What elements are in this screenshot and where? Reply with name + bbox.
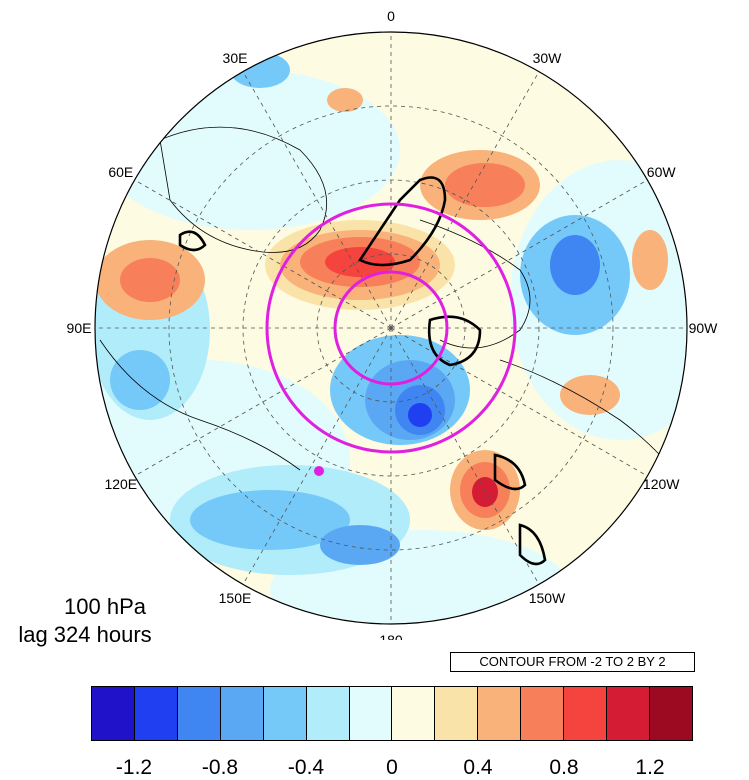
longitude-label: 150W xyxy=(529,590,566,606)
anomaly-field xyxy=(95,32,687,624)
colorbar-swatch xyxy=(392,687,436,740)
meridian-line xyxy=(390,71,540,329)
colorbar-swatch xyxy=(92,687,135,740)
colorbar-swatch xyxy=(607,687,650,740)
longitude-label: 180 xyxy=(379,632,403,640)
meridian-line xyxy=(134,327,392,477)
longitude-label: 30E xyxy=(223,50,248,66)
meridian-line xyxy=(390,179,648,329)
colorbar-tick-label: -1.2 xyxy=(115,756,153,779)
meridian-lines xyxy=(95,32,687,624)
meridian-line xyxy=(242,327,392,585)
marker-dot xyxy=(314,466,324,476)
colorbar-swatch xyxy=(564,687,608,740)
colorbar-swatch xyxy=(435,687,479,740)
longitude-label: 60W xyxy=(647,164,677,180)
longitude-labels: 0 30W 60W 90W 120W 150W 180 150E 120E 90E 60E 30E xyxy=(67,8,719,640)
lag-title: lag 324 hours xyxy=(18,622,152,647)
colorbar-tick-label: -0.4 xyxy=(287,756,325,779)
meridian-line xyxy=(242,71,392,329)
colorbar xyxy=(91,686,693,741)
colorbar-swatch xyxy=(521,687,565,740)
colorbar-tick-label: -0.8 xyxy=(201,756,239,779)
colorbar-tick-label: 0 xyxy=(386,756,398,779)
colorbar-swatch xyxy=(177,687,221,740)
colorbar-swatch xyxy=(263,687,307,740)
meridian-line xyxy=(134,179,392,329)
map-boundary xyxy=(94,31,688,625)
contour-note: CONTOUR FROM -2 TO 2 BY 2 xyxy=(450,652,695,672)
level-title: 100 hPa xyxy=(64,594,146,619)
longitude-label: 120E xyxy=(104,476,137,492)
longitude-label: 90E xyxy=(67,320,92,336)
colorbar-tick-label: 0.8 xyxy=(549,756,579,779)
polar-map: 0 30W 60W 90W 120W 150W 180 150E 120E 90E 60E 30E xyxy=(67,8,719,640)
colorbar-swatch xyxy=(220,687,264,740)
colorbar-swatch xyxy=(134,687,178,740)
colorbar-swatch xyxy=(349,687,393,740)
colorbar-tick-label: 0.4 xyxy=(463,756,493,779)
longitude-label: 60E xyxy=(108,164,133,180)
longitude-label: 30W xyxy=(533,50,563,66)
longitude-label: 150E xyxy=(219,590,252,606)
longitude-label: 120W xyxy=(643,476,680,492)
colorbar-swatch xyxy=(306,687,350,740)
colorbar-tick-label: 1.2 xyxy=(635,756,665,779)
colorbar-swatch xyxy=(649,687,692,740)
colorbar-swatch xyxy=(478,687,522,740)
meridian-line xyxy=(390,327,540,585)
longitude-label: 90W xyxy=(689,320,719,336)
longitude-label: 0 xyxy=(387,8,395,24)
